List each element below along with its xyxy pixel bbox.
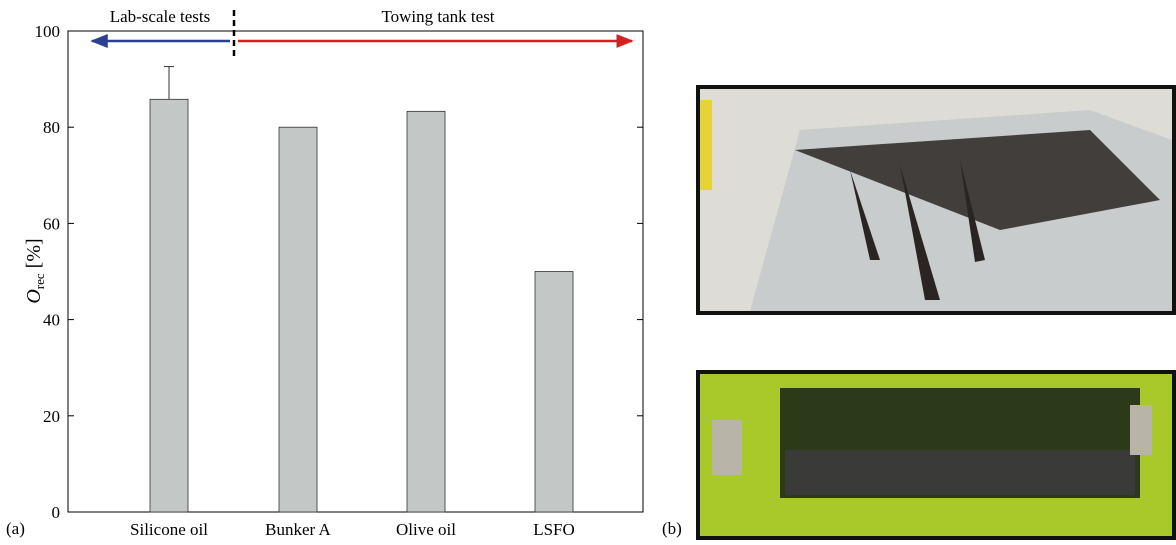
y-tick-label: 0 xyxy=(52,503,61,522)
x-tick-label: LSFO xyxy=(533,520,575,539)
y-label-symbol: O xyxy=(23,289,45,303)
y-tick-label: 40 xyxy=(43,311,60,330)
y-axis-label: Orec [%] xyxy=(23,238,47,303)
y-label-unit: [%] xyxy=(23,238,45,268)
figure: (a) (b) Orec [%] Lab-scale tests Towing … xyxy=(0,0,1176,545)
x-tick-label: Olive oil xyxy=(396,520,456,539)
annotation: Towing tank test xyxy=(381,7,494,26)
y-tick-label: 60 xyxy=(43,214,60,233)
panel-label: (b) xyxy=(662,519,682,538)
page: {"panels": ["(a)", "(b)"], "chart_data":… xyxy=(0,0,1176,545)
bar xyxy=(279,127,317,512)
y-label-subscript: rec xyxy=(32,273,47,289)
bar xyxy=(150,99,188,512)
bar xyxy=(407,111,445,512)
bar xyxy=(535,272,573,513)
y-tick-label: 80 xyxy=(43,118,60,137)
annotation: Lab-scale tests xyxy=(110,7,211,26)
x-tick-label: Silicone oil xyxy=(130,520,208,539)
y-tick-label: 100 xyxy=(35,22,61,41)
photo-bottom xyxy=(696,370,1176,540)
x-tick-label: Bunker A xyxy=(265,520,331,539)
photo-top xyxy=(696,85,1176,315)
panel-label: (a) xyxy=(6,519,25,538)
y-tick-label: 20 xyxy=(43,407,60,426)
